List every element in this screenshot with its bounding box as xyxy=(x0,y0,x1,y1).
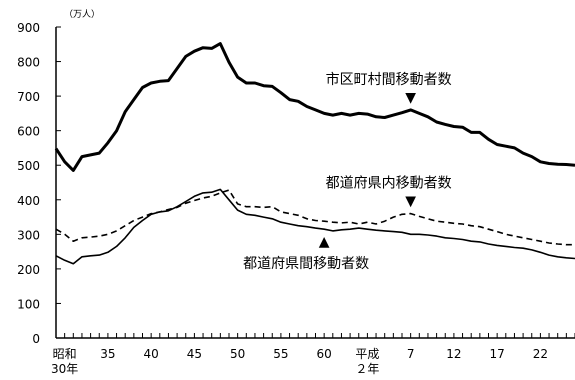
x-tick-label: 17 xyxy=(490,347,505,361)
series-line-1 xyxy=(55,189,575,246)
y-tick-label: 800 xyxy=(17,56,40,70)
annotation-marker: ▼ xyxy=(405,90,416,106)
series-lines xyxy=(54,42,575,265)
y-tick-label: 0 xyxy=(32,332,40,346)
y-tick-label: 900 xyxy=(17,21,40,35)
y-tick-label: 300 xyxy=(17,228,40,242)
x-tick-label: 50 xyxy=(230,347,245,361)
annotation-label: 都道府県内移動者数 xyxy=(326,176,452,192)
x-tick-label: 55 xyxy=(273,347,288,361)
y-tick-label: 600 xyxy=(17,125,40,139)
x-tick-label: 昭和 xyxy=(53,347,77,361)
x-tick-label: 60 xyxy=(317,347,332,361)
x-tick-label: 7 xyxy=(407,347,415,361)
x-tick-label: 22 xyxy=(533,347,548,361)
y-tick-label: 500 xyxy=(17,159,40,173)
x-tick-label: 12 xyxy=(446,347,461,361)
x-tick-label: 平成 xyxy=(355,347,379,361)
x-tick-label: 45 xyxy=(187,347,202,361)
annotation-marker: ▲ xyxy=(319,234,330,250)
x-tick-label: 30年 xyxy=(51,362,78,376)
series-line-2 xyxy=(55,188,575,265)
annotation-label: 都道府県間移動者数 xyxy=(243,256,369,272)
annotation-marker: ▼ xyxy=(405,194,416,210)
annotation-label: 市区町村間移動者数 xyxy=(326,71,452,88)
x-tick-label: 40 xyxy=(144,347,159,361)
y-tick-label: 200 xyxy=(17,263,40,277)
y-tick-label: 400 xyxy=(17,194,40,208)
y-tick-label: 100 xyxy=(17,297,40,311)
y-axis: 0 100 200 300 400 500 600 700 800 900 xyxy=(17,21,61,346)
series-annotations: ▼ 市区町村間移動者数 ▼ 都道府県内移動者数 ▲ 都道府県間移動者数 xyxy=(243,71,451,272)
x-tick-label: ２年 xyxy=(355,362,379,376)
series-line-0 xyxy=(54,42,575,172)
unit-label: （万人） xyxy=(64,9,100,20)
y-tick-label: 700 xyxy=(17,90,40,104)
x-tick-label: 35 xyxy=(100,347,115,361)
